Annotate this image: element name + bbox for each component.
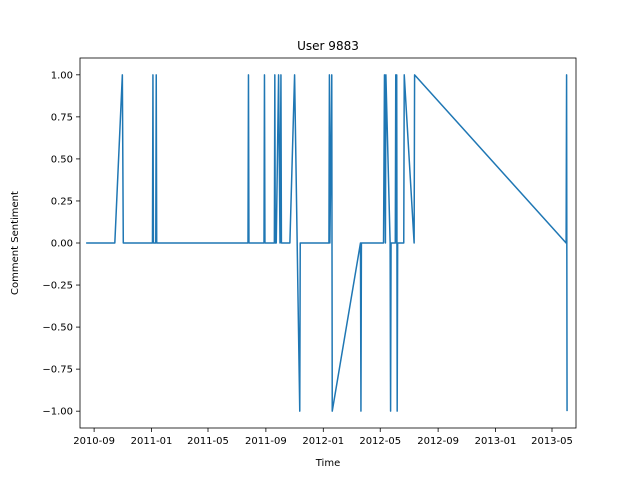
chart-title: User 9883 xyxy=(297,39,359,53)
x-tick-label: 2011-09 xyxy=(245,436,287,447)
x-tick-label: 2011-01 xyxy=(131,436,173,447)
y-tick-label: 0.00 xyxy=(51,239,73,250)
x-tick-label: 2011-05 xyxy=(187,436,229,447)
x-tick-label: 2013-05 xyxy=(531,436,573,447)
y-axis-label: Comment Sentiment xyxy=(10,191,21,295)
x-axis: 2010-09 2011-01 2011-05 2011-09 2012-01 2012-… xyxy=(73,428,573,447)
x-tick-label: 2010-09 xyxy=(73,436,115,447)
y-tick-label: 1.00 xyxy=(51,70,73,81)
plot-area xyxy=(86,74,568,412)
y-tick-label: 0.25 xyxy=(51,196,73,207)
y-axis: −1.00 −0.75 −0.50 −0.25 0.00 0.25 0.50 0.75 1.00 xyxy=(42,70,80,418)
x-tick-label: 2012-05 xyxy=(359,436,401,447)
y-tick-label: −0.50 xyxy=(42,323,73,334)
y-tick-label: −0.25 xyxy=(42,281,73,292)
x-tick-label: 2012-01 xyxy=(302,436,344,447)
series-line-0 xyxy=(86,74,568,412)
y-tick-label: −0.75 xyxy=(42,365,73,376)
x-tick-label: 2012-09 xyxy=(417,436,459,447)
x-tick-label: 2013-01 xyxy=(475,436,517,447)
y-tick-label: 0.50 xyxy=(51,154,73,165)
y-tick-label: 0.75 xyxy=(51,112,73,123)
x-axis-label: Time xyxy=(315,458,340,469)
y-tick-label: −1.00 xyxy=(42,407,73,418)
